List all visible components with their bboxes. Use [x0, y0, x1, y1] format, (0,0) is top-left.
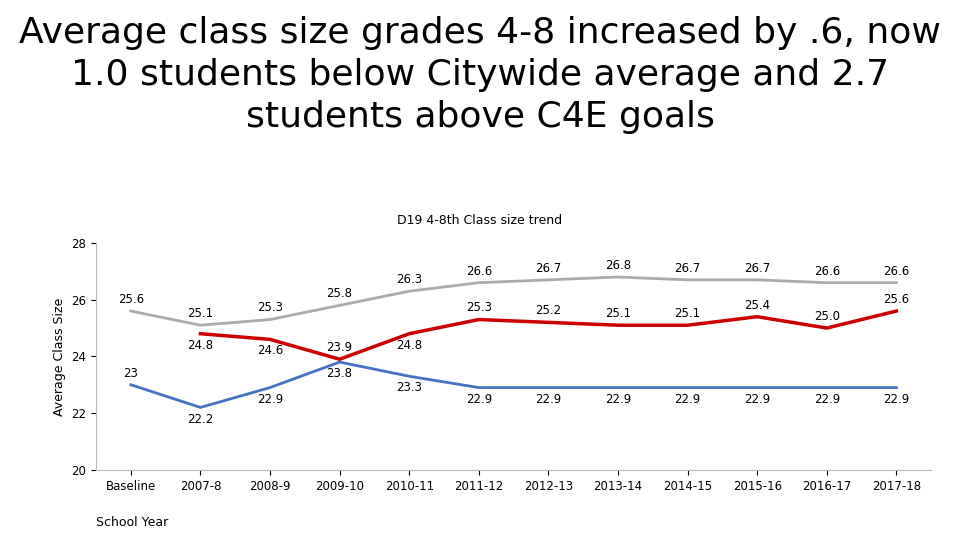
Text: 25.0: 25.0: [814, 310, 840, 323]
C4E target: [612, 384, 624, 391]
Citywide actual: [195, 322, 206, 328]
Citywide actual: [752, 276, 763, 283]
Text: 22.9: 22.9: [466, 393, 492, 406]
D19: [612, 322, 624, 328]
Text: 24.8: 24.8: [187, 339, 213, 352]
C4E target: [473, 384, 485, 391]
C4E target: [891, 384, 902, 391]
Text: 26.3: 26.3: [396, 273, 422, 286]
Citywide actual: [403, 288, 415, 294]
C4E target: [264, 384, 276, 391]
Text: 25.8: 25.8: [326, 287, 352, 300]
D19: [195, 330, 206, 337]
C4E target: [821, 384, 832, 391]
D19: [473, 316, 485, 323]
Line: D19: D19: [201, 311, 897, 359]
Text: 22.9: 22.9: [675, 393, 701, 406]
Text: 26.6: 26.6: [814, 265, 840, 278]
D19: [403, 330, 415, 337]
Citywide actual: [821, 279, 832, 286]
D19: [334, 356, 346, 362]
Text: 25.6: 25.6: [883, 293, 909, 306]
Text: 22.9: 22.9: [536, 393, 562, 406]
D19: [752, 313, 763, 320]
D19: [264, 336, 276, 342]
Text: 23.3: 23.3: [396, 381, 422, 394]
Line: Citywide actual: Citywide actual: [131, 277, 897, 325]
Citywide actual: [542, 276, 554, 283]
C4E target: [542, 384, 554, 391]
Citywide actual: [264, 316, 276, 323]
C4E target: [195, 404, 206, 410]
Text: 26.6: 26.6: [466, 265, 492, 278]
Text: Average class size grades 4-8 increased by .6, now
1.0 students below Citywide a: Average class size grades 4-8 increased …: [19, 16, 941, 134]
Text: 22.9: 22.9: [744, 393, 770, 406]
Text: 22.9: 22.9: [257, 393, 283, 406]
Text: 25.1: 25.1: [187, 307, 213, 320]
Text: 24.6: 24.6: [257, 345, 283, 357]
Text: 25.2: 25.2: [536, 304, 562, 318]
C4E target: [125, 381, 136, 388]
Text: 23.9: 23.9: [326, 341, 352, 354]
Citywide actual: [891, 279, 902, 286]
Text: 26.7: 26.7: [675, 262, 701, 275]
Text: 23.8: 23.8: [326, 367, 352, 380]
Y-axis label: Average Class Size: Average Class Size: [53, 298, 65, 415]
Text: 22.2: 22.2: [187, 413, 213, 426]
Text: 25.4: 25.4: [744, 299, 770, 312]
Text: 23: 23: [124, 367, 138, 380]
Citywide actual: [612, 274, 624, 280]
D19: [821, 325, 832, 331]
C4E target: [752, 384, 763, 391]
Citywide actual: [682, 276, 693, 283]
Text: 26.6: 26.6: [883, 265, 909, 278]
D19: [542, 319, 554, 326]
Text: 25.1: 25.1: [605, 307, 631, 320]
Text: 22.9: 22.9: [883, 393, 909, 406]
Text: D19 4-8th Class size trend: D19 4-8th Class size trend: [397, 214, 563, 227]
D19: [891, 308, 902, 314]
Text: 25.1: 25.1: [675, 307, 701, 320]
Citywide actual: [125, 308, 136, 314]
Line: C4E target: C4E target: [131, 362, 897, 407]
D19: [682, 322, 693, 328]
Text: 22.9: 22.9: [605, 393, 631, 406]
Text: 25.6: 25.6: [118, 293, 144, 306]
Text: 25.3: 25.3: [257, 301, 283, 314]
Citywide actual: [334, 302, 346, 308]
Citywide actual: [473, 279, 485, 286]
Text: 25.3: 25.3: [466, 301, 492, 314]
C4E target: [334, 359, 346, 365]
Text: 24.8: 24.8: [396, 339, 422, 352]
C4E target: [682, 384, 693, 391]
Text: School Year: School Year: [96, 516, 168, 529]
Text: 26.7: 26.7: [536, 262, 562, 275]
Text: 26.8: 26.8: [605, 259, 631, 272]
Text: 26.7: 26.7: [744, 262, 770, 275]
Text: 22.9: 22.9: [814, 393, 840, 406]
C4E target: [403, 373, 415, 380]
